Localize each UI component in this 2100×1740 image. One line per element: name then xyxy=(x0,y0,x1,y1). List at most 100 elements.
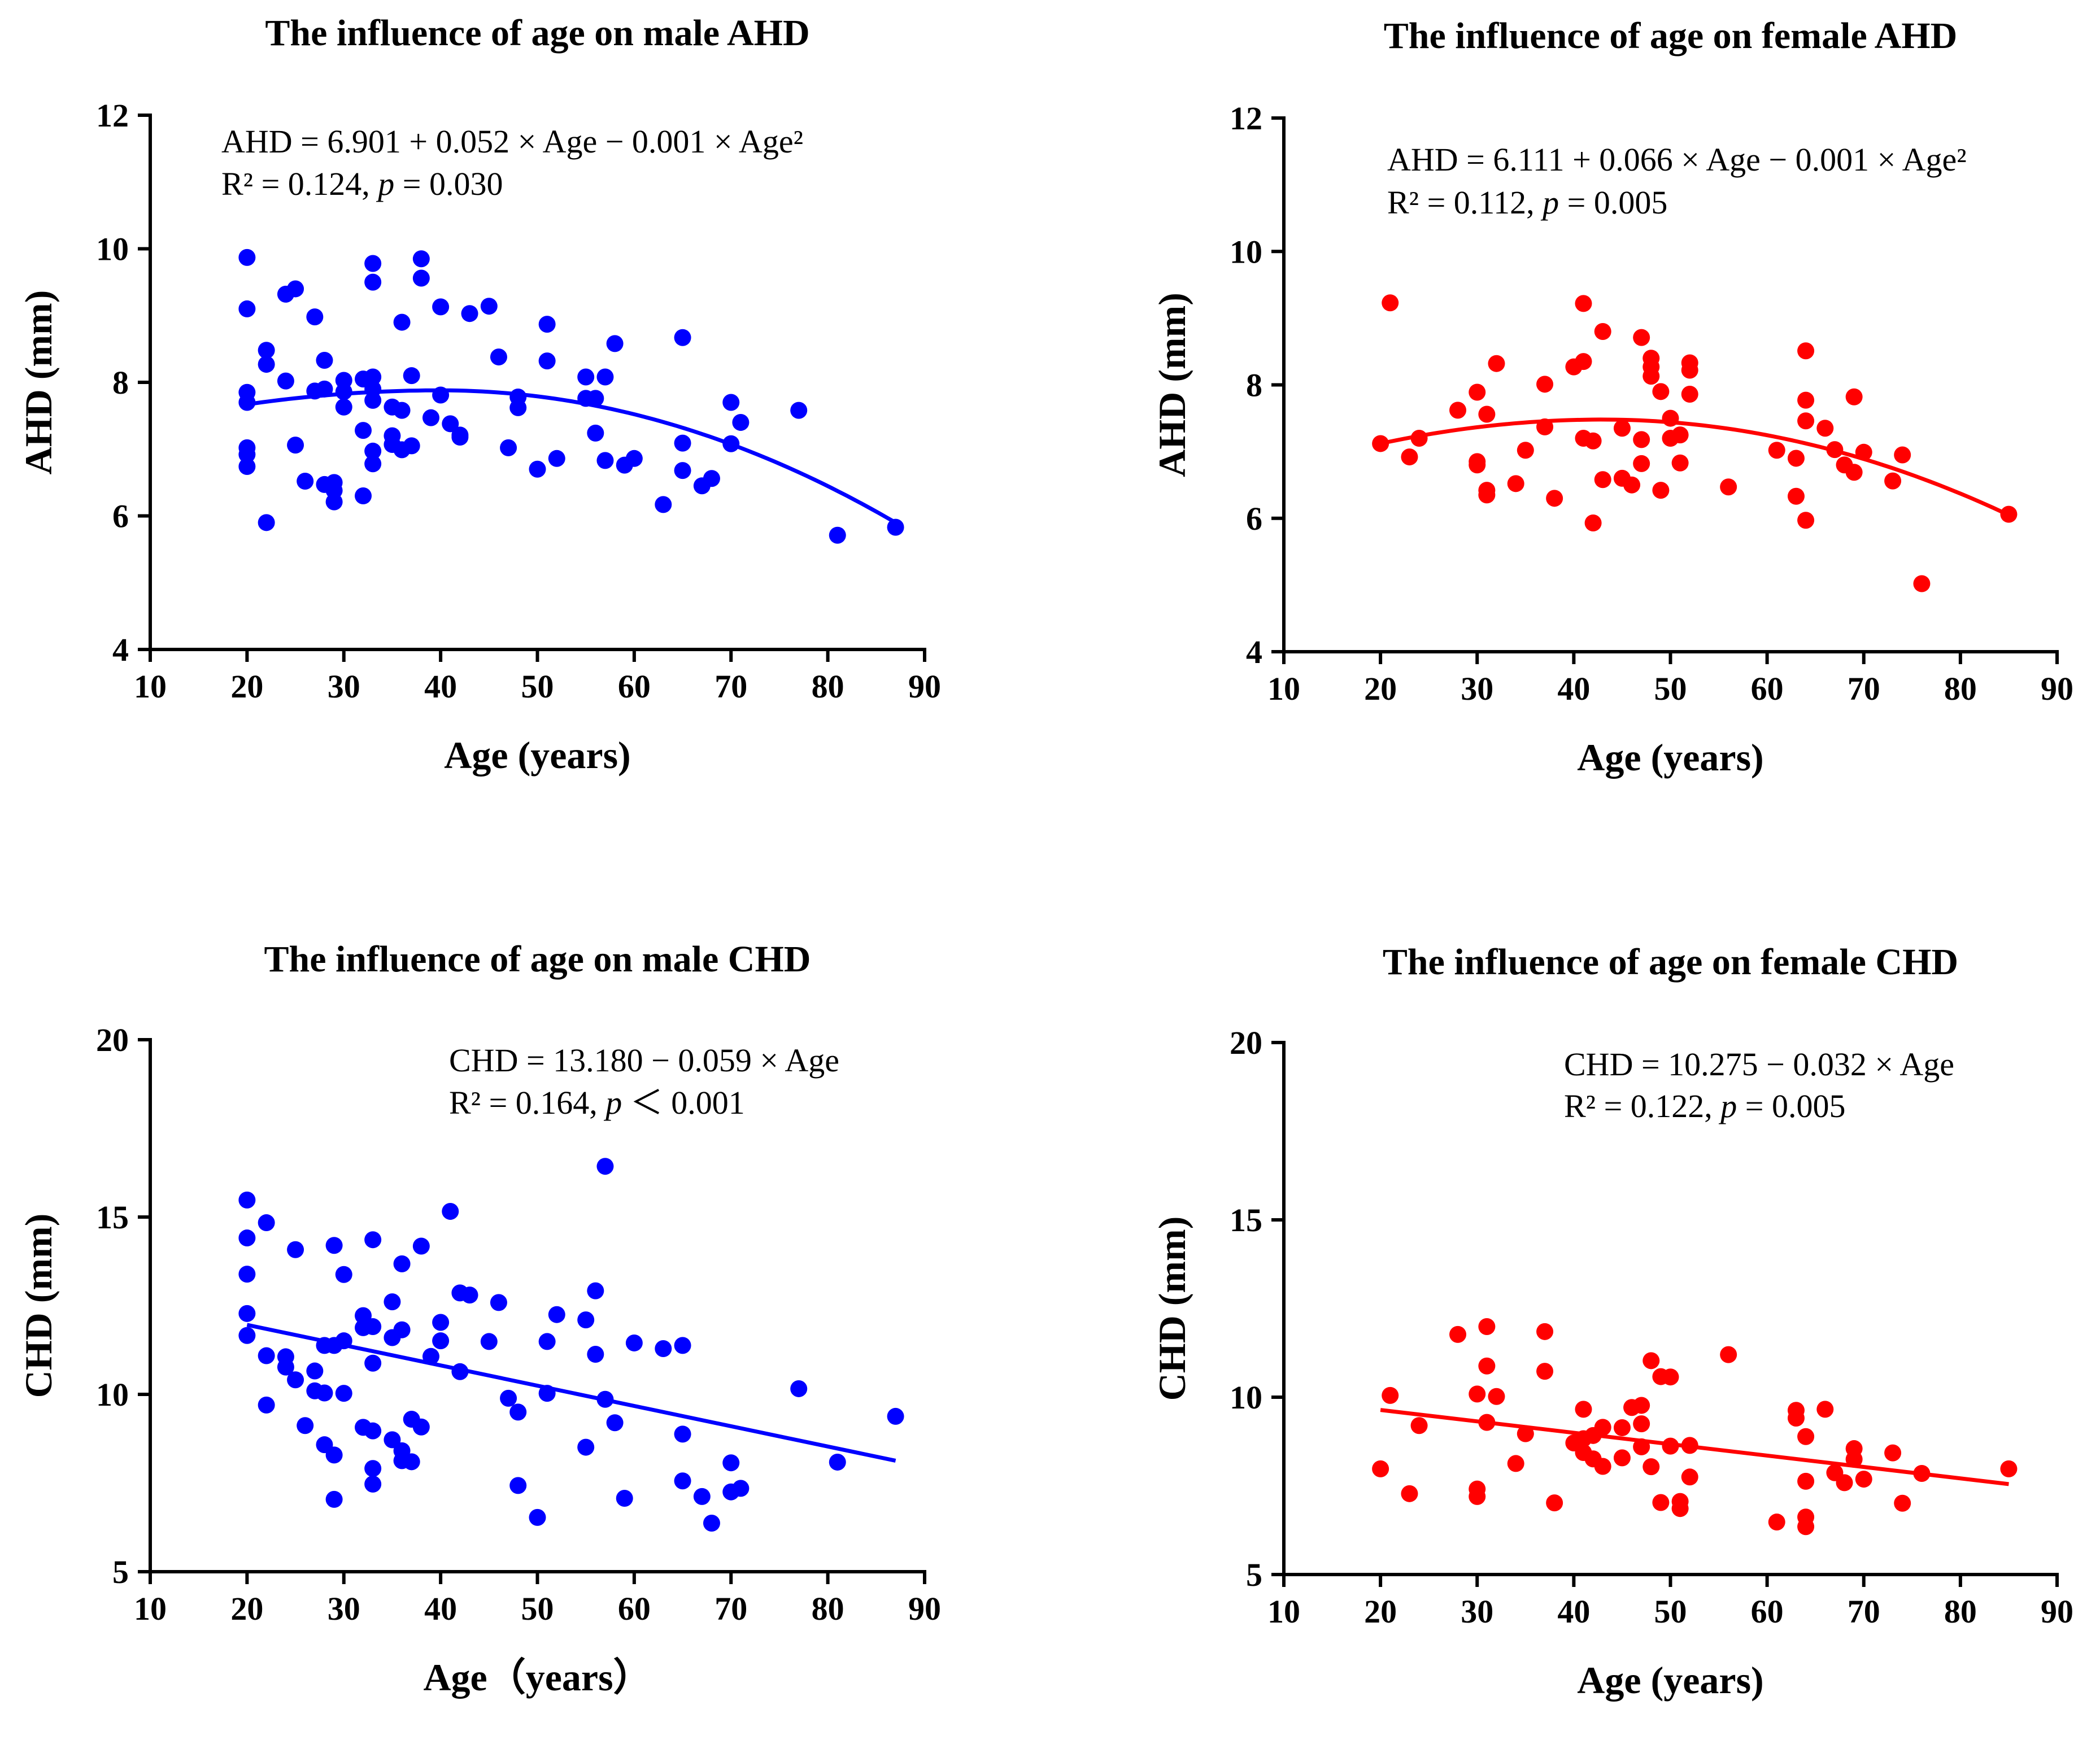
regression-stats: R² = 0.122, p = 0.005 xyxy=(1564,1088,1846,1124)
data-point xyxy=(1488,355,1505,372)
data-point xyxy=(538,1333,556,1350)
chart-svg: The influence of age on female CHD 10 20 30… xyxy=(1151,941,2073,1702)
data-point xyxy=(1469,456,1486,474)
data-point xyxy=(432,1332,450,1350)
data-point xyxy=(887,518,904,536)
data-point xyxy=(335,1266,352,1283)
regression-equation: CHD = 13.180 − 0.059 × Age xyxy=(449,1042,839,1079)
data-point xyxy=(1652,1494,1670,1511)
data-point xyxy=(297,473,314,490)
data-point xyxy=(1517,442,1534,459)
p-value: = 0.005 xyxy=(1737,1088,1845,1124)
data-point xyxy=(674,1337,691,1354)
data-point xyxy=(1797,1472,1815,1490)
data-point xyxy=(1720,478,1737,496)
data-point xyxy=(325,1446,343,1464)
data-point xyxy=(655,496,672,513)
data-point xyxy=(1594,323,1611,340)
data-point xyxy=(238,248,256,266)
data-point xyxy=(1594,1419,1611,1436)
data-point xyxy=(1633,431,1650,448)
regression-stats: R² = 0.124, p = 0.030 xyxy=(221,165,503,202)
data-point xyxy=(887,1407,904,1425)
y-tick-label: 20 xyxy=(1230,1024,1262,1061)
data-point xyxy=(1613,420,1631,437)
y-axis-label: CHD (mm) xyxy=(17,1214,60,1398)
data-point xyxy=(364,442,382,460)
data-point xyxy=(1633,1415,1650,1433)
data-point xyxy=(325,1490,343,1508)
data-point xyxy=(1768,442,1785,459)
data-point xyxy=(1410,1417,1428,1434)
chart-svg: The influence of age on male CHD 10 20 30 40… xyxy=(17,939,941,1699)
data-point xyxy=(461,1287,478,1304)
data-point xyxy=(1536,1323,1554,1340)
y-tick-label: 5 xyxy=(112,1554,129,1590)
data-point xyxy=(287,437,304,454)
y-axis-label: AHD (mm) xyxy=(1151,293,1193,477)
data-point xyxy=(1845,464,1863,481)
x-axis-label: Age（years） xyxy=(423,1656,651,1699)
data-point xyxy=(1681,386,1698,403)
data-point xyxy=(538,316,556,333)
data-point xyxy=(1594,1458,1611,1475)
data-point xyxy=(1855,1471,1872,1488)
data-point xyxy=(1584,514,1602,532)
data-point xyxy=(258,1396,275,1414)
data-point xyxy=(1787,450,1805,467)
data-point xyxy=(1787,1410,1805,1427)
data-point xyxy=(364,1475,382,1493)
x-axis-label: Age (years) xyxy=(444,734,630,777)
data-point xyxy=(490,348,507,366)
data-point xyxy=(596,1158,614,1175)
data-point xyxy=(1642,368,1660,385)
data-point xyxy=(1449,1325,1467,1343)
data-point xyxy=(1478,405,1496,423)
data-point xyxy=(287,1371,304,1389)
data-point xyxy=(384,1431,401,1449)
data-point xyxy=(1894,1494,1911,1512)
r-squared: R² = 0.122, xyxy=(1564,1088,1713,1124)
chart-title: The influence of age on male CHD xyxy=(264,939,811,980)
data-point xyxy=(596,452,614,469)
x-tick-label: 40 xyxy=(424,1590,457,1627)
y-tick-label: 10 xyxy=(96,1376,129,1413)
data-point xyxy=(412,1418,430,1436)
data-point xyxy=(703,470,720,487)
x-tick-label: 90 xyxy=(908,1590,941,1627)
x-tick-label: 80 xyxy=(1944,670,1977,707)
data-point xyxy=(1469,1385,1486,1403)
data-point xyxy=(1681,361,1698,379)
data-point xyxy=(238,1229,256,1247)
y-tick-label: 4 xyxy=(1246,634,1262,670)
x-tick-label: 60 xyxy=(618,1590,651,1627)
data-point xyxy=(258,1214,275,1232)
data-point xyxy=(442,1202,459,1220)
data-point xyxy=(2000,1460,2018,1477)
data-point xyxy=(393,402,411,419)
data-point xyxy=(655,1340,672,1357)
data-point xyxy=(577,1438,595,1456)
data-point xyxy=(548,1306,565,1323)
fit-line xyxy=(246,1323,896,1463)
y-tick-label: 4 xyxy=(112,631,129,668)
data-point xyxy=(461,305,478,322)
chart-title: The influence of age on female AHD xyxy=(1384,15,1958,56)
data-point xyxy=(1797,1518,1815,1536)
regression-stats: R² = 0.164, p ＜ 0.001 xyxy=(449,1084,745,1121)
data-point xyxy=(509,1403,527,1421)
chart-title: The influence of age on male AHD xyxy=(265,12,809,54)
data-point xyxy=(1469,1488,1486,1505)
data-point xyxy=(364,455,382,473)
x-axis-label: Age (years) xyxy=(1577,736,1763,779)
x-tick-label: 10 xyxy=(1267,1593,1300,1630)
x-tick-label: 80 xyxy=(812,668,844,705)
data-point xyxy=(442,415,459,433)
data-point xyxy=(364,1318,382,1336)
data-point xyxy=(1797,391,1815,409)
data-point xyxy=(316,1384,333,1402)
data-point xyxy=(325,1237,343,1254)
data-point xyxy=(693,1488,711,1505)
x-tick-label: 40 xyxy=(1557,670,1590,707)
fit-line xyxy=(1380,1408,2009,1486)
